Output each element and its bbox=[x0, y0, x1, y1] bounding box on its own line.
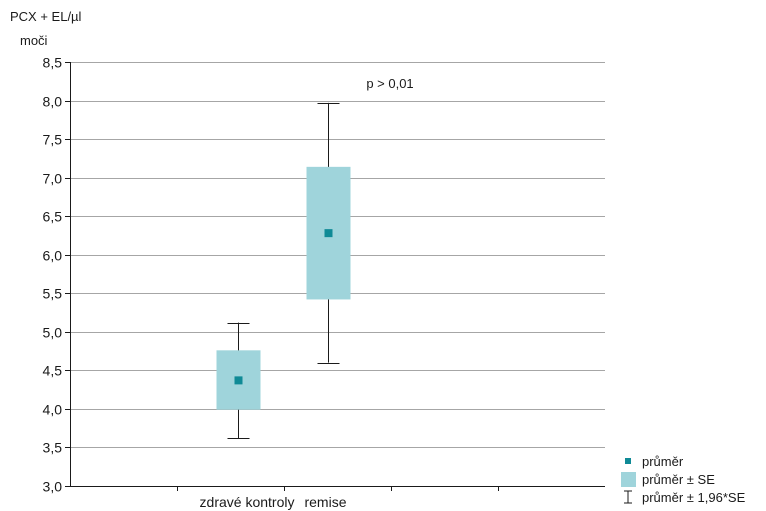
y-axis-title-line2: moči bbox=[20, 33, 48, 48]
y-tick-label: 4,5 bbox=[43, 363, 63, 379]
legend: průměr průměr ± SE průměr ± 1,96*SE bbox=[620, 452, 745, 506]
legend-item-se: průměr ± SE bbox=[620, 470, 745, 488]
y-axis-title-line1: PCX + EL/µl bbox=[10, 9, 82, 24]
y-tick-label: 3,5 bbox=[43, 440, 63, 456]
box-plots bbox=[216, 102, 351, 439]
whisker-icon bbox=[620, 490, 636, 504]
y-tick-label: 8,0 bbox=[43, 94, 63, 110]
mean-marker-icon bbox=[620, 458, 636, 464]
x-tick-label: remise bbox=[304, 494, 346, 510]
y-tick-labels: 3,0 3,5 4,0 4,5 5,0 5,5 6,0 6,5 7,0 7,5 8,0 8,5 bbox=[43, 55, 63, 495]
y-tick-label: 5,0 bbox=[43, 325, 63, 341]
x-tick-labels: zdravé kontroly remise bbox=[200, 494, 347, 510]
mean-marker bbox=[234, 376, 243, 385]
legend-label-mean: průměr bbox=[642, 453, 684, 469]
axes bbox=[65, 62, 605, 491]
mean-marker bbox=[324, 229, 333, 238]
legend-item-ci: průměr ± 1,96*SE bbox=[620, 488, 745, 506]
y-tick-label: 7,5 bbox=[43, 132, 63, 148]
y-tick-label: 3,0 bbox=[43, 479, 63, 495]
p-value-annotation: p > 0,01 bbox=[366, 76, 413, 91]
legend-label-se: průměr ± SE bbox=[642, 471, 715, 487]
y-tick-label: 6,0 bbox=[43, 248, 63, 264]
x-tick-label: zdravé kontroly bbox=[200, 494, 295, 510]
y-tick-label: 6,5 bbox=[43, 209, 63, 225]
y-tick-label: 8,5 bbox=[43, 55, 63, 71]
y-tick-label: 7,0 bbox=[43, 171, 63, 187]
se-box-icon bbox=[620, 471, 636, 487]
y-tick-label: 5,5 bbox=[43, 286, 63, 302]
legend-item-mean: průměr bbox=[620, 452, 745, 470]
legend-label-ci: průměr ± 1,96*SE bbox=[642, 489, 746, 505]
y-tick-label: 4,0 bbox=[43, 402, 63, 418]
